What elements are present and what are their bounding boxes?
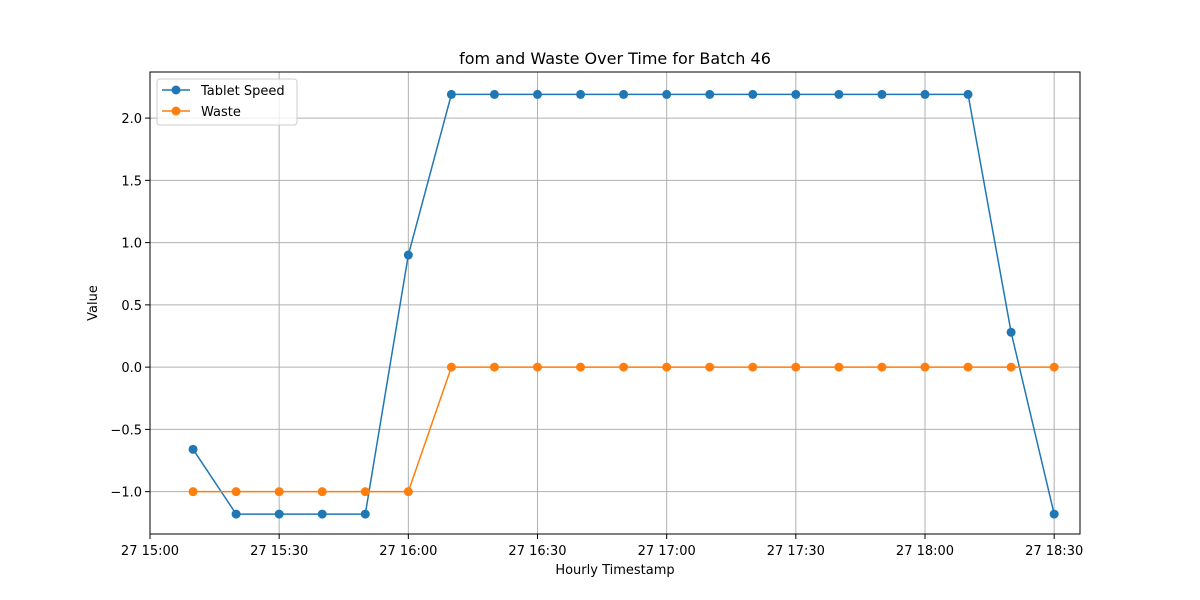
y-tick-label: 0.5 [121, 299, 142, 314]
data-point-waste [920, 362, 930, 372]
data-point-waste [877, 362, 887, 372]
data-point-waste [403, 487, 413, 497]
data-point-waste [446, 362, 456, 372]
data-point-waste [188, 487, 198, 497]
data-point-tablet-speed [662, 89, 672, 99]
data-point-tablet-speed [188, 444, 198, 454]
y-tick-label: −1.0 [110, 486, 142, 501]
y-tick-label: 0.0 [121, 361, 142, 376]
data-point-tablet-speed [1049, 509, 1059, 519]
x-tick-label: 27 17:00 [638, 544, 696, 559]
data-point-waste [619, 362, 629, 372]
data-point-tablet-speed [489, 89, 499, 99]
legend-label-tablet-speed: Tablet Speed [200, 84, 285, 99]
data-point-waste [705, 362, 715, 372]
data-point-waste [834, 362, 844, 372]
legend-marker-tablet-speed [171, 85, 181, 95]
data-point-tablet-speed [403, 250, 413, 260]
data-point-tablet-speed [748, 89, 758, 99]
data-point-waste [576, 362, 586, 372]
data-point-tablet-speed [877, 89, 887, 99]
plot-frame [149, 71, 1081, 535]
data-point-waste [1049, 362, 1059, 372]
data-point-tablet-speed [791, 89, 801, 99]
y-tick-label: 1.0 [121, 237, 142, 252]
data-point-tablet-speed [231, 509, 241, 519]
legend: Tablet Speed Waste [156, 78, 298, 126]
data-point-waste [360, 487, 370, 497]
y-tick-label: 1.5 [121, 174, 142, 189]
data-point-waste [1006, 362, 1016, 372]
x-axis-ticks: 27 15:00 27 15:30 27 16:00 27 16:30 27 17:00… [121, 534, 1083, 559]
data-point-waste [274, 487, 284, 497]
data-point-tablet-speed [963, 89, 973, 99]
data-point-waste [533, 362, 542, 372]
y-tick-label: −0.5 [110, 423, 142, 438]
data-point-waste [748, 362, 758, 372]
data-point-waste [489, 362, 499, 372]
x-tick-label: 27 17:30 [767, 544, 825, 559]
x-tick-label: 27 16:00 [379, 544, 437, 559]
data-point-tablet-speed [576, 89, 586, 99]
y-axis-ticks: −1.0 −0.5 0.0 0.5 1.0 1.5 2.0 [110, 112, 150, 501]
data-point-tablet-speed [619, 89, 629, 99]
y-axis-label: Value [86, 285, 101, 321]
data-point-waste [963, 362, 973, 372]
data-point-tablet-speed [446, 89, 456, 99]
data-point-waste [317, 487, 327, 497]
x-tick-label: 27 15:30 [250, 544, 308, 559]
data-point-waste [231, 487, 241, 497]
legend-marker-waste [171, 106, 181, 116]
data-point-waste [791, 362, 801, 372]
x-tick-label: 27 16:30 [508, 544, 566, 559]
data-point-waste [662, 362, 672, 372]
data-point-tablet-speed [834, 89, 844, 99]
y-tick-label: 2.0 [121, 112, 142, 127]
legend-frame [156, 78, 298, 126]
x-tick-label: 27 15:00 [121, 544, 179, 559]
x-tick-label: 27 18:30 [1025, 544, 1083, 559]
data-point-tablet-speed [317, 509, 327, 519]
data-point-tablet-speed [274, 509, 284, 519]
data-point-tablet-speed [705, 89, 715, 99]
x-axis-label: Hourly Timestamp [555, 563, 674, 578]
chart-title: fom and Waste Over Time for Batch 46 [459, 49, 771, 68]
data-point-tablet-speed [360, 509, 370, 519]
data-point-tablet-speed [1006, 327, 1016, 337]
data-point-tablet-speed [920, 89, 930, 99]
x-tick-label: 27 18:00 [896, 544, 954, 559]
legend-label-waste: Waste [201, 105, 241, 120]
plot-series [188, 89, 1059, 519]
data-point-tablet-speed [533, 89, 542, 99]
